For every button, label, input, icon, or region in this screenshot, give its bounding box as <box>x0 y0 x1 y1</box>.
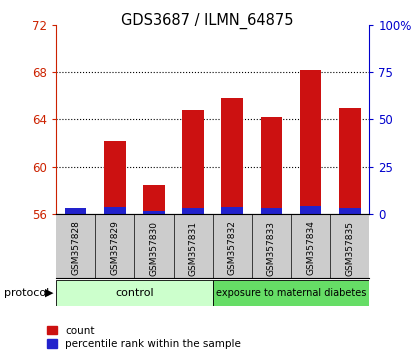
Bar <box>56 280 213 306</box>
Text: GSM357834: GSM357834 <box>306 221 315 275</box>
Text: GDS3687 / ILMN_64875: GDS3687 / ILMN_64875 <box>121 12 294 29</box>
Bar <box>222 98 243 214</box>
Bar <box>143 184 165 214</box>
Text: control: control <box>115 288 154 298</box>
Legend: count, percentile rank within the sample: count, percentile rank within the sample <box>47 326 242 349</box>
Bar <box>182 208 204 214</box>
Bar <box>261 117 282 214</box>
Bar <box>261 208 282 214</box>
Text: exposure to maternal diabetes: exposure to maternal diabetes <box>216 288 366 298</box>
Text: GSM357829: GSM357829 <box>110 221 119 275</box>
Text: ▶: ▶ <box>45 288 53 298</box>
Text: GSM357830: GSM357830 <box>149 221 159 275</box>
Bar <box>104 141 126 214</box>
Bar <box>222 207 243 214</box>
Bar <box>300 206 321 214</box>
Bar <box>339 208 361 214</box>
Bar <box>213 280 369 306</box>
Bar <box>339 108 361 214</box>
Bar <box>65 208 86 214</box>
Text: GSM357828: GSM357828 <box>71 221 80 275</box>
Bar <box>65 211 86 214</box>
Text: GSM357831: GSM357831 <box>188 221 198 275</box>
Bar <box>300 70 321 214</box>
Bar <box>104 207 126 214</box>
Text: GSM357832: GSM357832 <box>228 221 237 275</box>
Bar <box>143 211 165 214</box>
Bar <box>182 110 204 214</box>
Text: GSM357835: GSM357835 <box>345 221 354 275</box>
Text: GSM357833: GSM357833 <box>267 221 276 275</box>
Text: protocol: protocol <box>4 288 49 298</box>
